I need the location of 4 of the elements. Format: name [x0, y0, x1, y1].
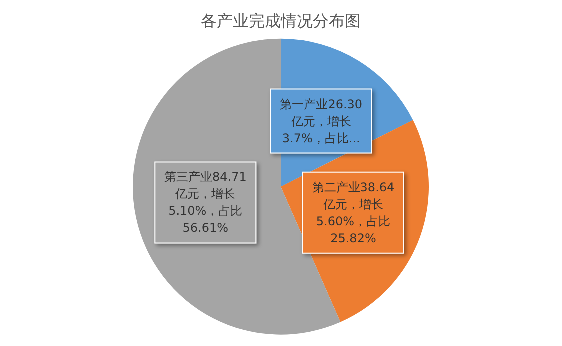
data-label: 第二产业38.64亿元，增长5.60%，占比25.82% [312, 180, 395, 246]
data-label: 第三产业84.71亿元，增长5.10%，占比56.61% [164, 170, 247, 236]
data-label: 第一产业26.30亿元，增长3.7%，占比... [280, 97, 363, 146]
chart-title: 各产业完成情况分布图 [201, 12, 361, 30]
